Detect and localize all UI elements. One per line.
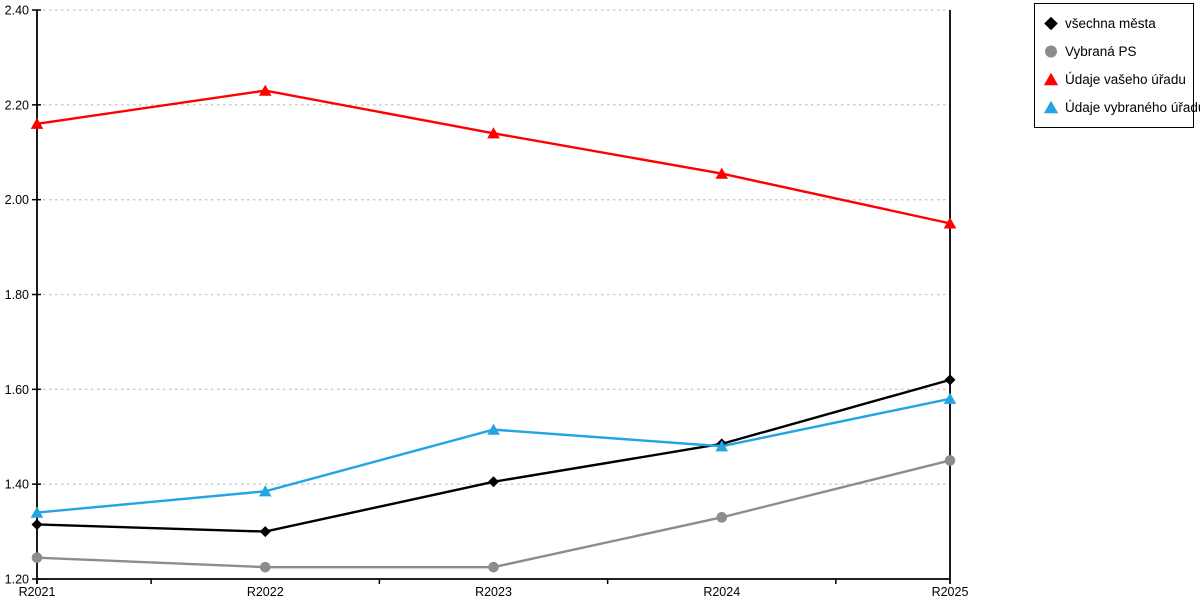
data-point-údaje-vybraného-úřadu-R2023 <box>487 423 500 435</box>
data-point-údaje-vašeho-úřadu-R2023 <box>487 127 500 139</box>
y-tick-label: 2.00 <box>5 193 29 207</box>
y-tick-label: 1.60 <box>5 383 29 397</box>
data-point-všechna-města-R2021 <box>31 518 43 530</box>
data-point-údaje-vašeho-úřadu-R2021 <box>30 117 44 129</box>
x-tick-label: R2023 <box>475 585 512 599</box>
legend-label: Údaje vybraného úřadu <box>1065 99 1200 115</box>
data-point-údaje-vybraného-úřadu-R2025 <box>943 392 957 404</box>
data-point-vybraná-ps-R2022 <box>259 561 271 573</box>
y-tick-label: 2.40 <box>5 4 29 18</box>
data-point-vybraná-ps-R2021 <box>31 552 43 563</box>
legend: všechna města Vybraná PS Údaje vašeho úřad… <box>1034 3 1200 128</box>
series-line-všechna-města <box>36 378 951 533</box>
data-point-údaje-vybraného-úřadu-R2021 <box>30 506 44 518</box>
triangle-legend-icon <box>1043 72 1059 86</box>
data-point-všechna-města-R2025 <box>944 374 956 386</box>
x-tick-label: R2025 <box>932 585 969 599</box>
triangle-legend-glyph <box>1043 100 1059 114</box>
legend-label: Vybraná PS <box>1065 43 1137 59</box>
legend-label: všechna města <box>1065 15 1156 31</box>
x-tick-label: R2021 <box>19 585 56 599</box>
data-point-všechna-města-R2023 <box>488 476 499 488</box>
x-tick-label: R2024 <box>703 585 740 599</box>
circle-legend-icon <box>1045 45 1057 58</box>
legend-item-0: všechna města <box>1035 9 1193 37</box>
legend-item-2: Údaje vašeho úřadu <box>1035 65 1193 93</box>
triangle-legend-glyph <box>1043 72 1059 86</box>
x-tick-label: R2022 <box>247 585 284 599</box>
data-point-údaje-vašeho-úřadu-R2024 <box>715 167 729 179</box>
y-tick-label: 1.40 <box>5 478 29 492</box>
series-line-údaje-vašeho-úřadu <box>36 89 951 225</box>
diamond-legend-icon <box>1044 16 1058 31</box>
data-point-údaje-vašeho-úřadu-R2022 <box>258 84 272 96</box>
legend-item-3: Údaje vybraného úřadu <box>1035 93 1200 121</box>
data-point-vybraná-ps-R2023 <box>488 561 499 573</box>
data-point-údaje-vybraného-úřadu-R2022 <box>258 485 272 497</box>
data-point-údaje-vybraného-úřadu-R2024 <box>715 440 729 452</box>
legend-label: Údaje vašeho úřadu <box>1065 71 1186 87</box>
triangle-legend-icon <box>1043 100 1059 114</box>
diamond-legend-glyph <box>1044 16 1058 31</box>
data-point-údaje-vašeho-úřadu-R2025 <box>943 217 957 229</box>
y-tick-label: 2.20 <box>5 98 29 112</box>
data-point-vybraná-ps-R2025 <box>944 455 956 466</box>
legend-item-1: Vybraná PS <box>1035 37 1193 65</box>
data-point-vybraná-ps-R2024 <box>716 512 728 523</box>
y-tick-label: 1.80 <box>5 288 29 302</box>
data-point-všechna-města-R2022 <box>259 526 271 538</box>
y-tick-label: 1.20 <box>5 573 29 587</box>
circle-legend-glyph <box>1045 45 1057 58</box>
